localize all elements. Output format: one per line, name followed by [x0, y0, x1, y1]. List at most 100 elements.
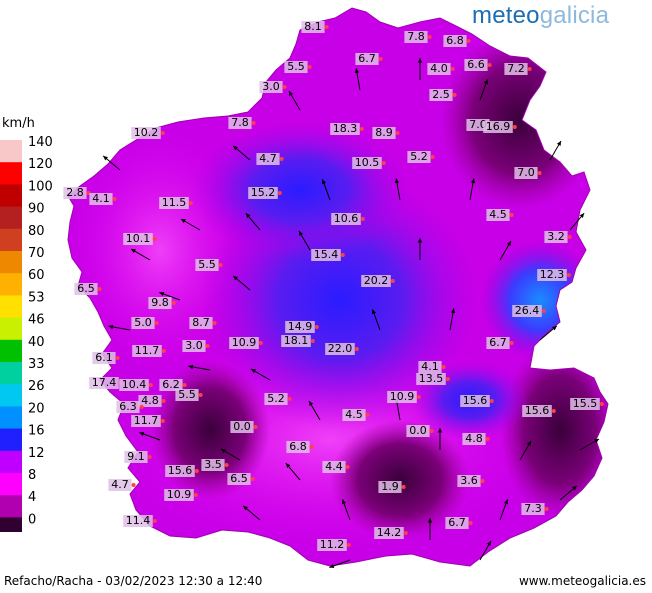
station-reading[interactable]: 8.1	[301, 20, 329, 33]
station-reading[interactable]: 15.2	[248, 186, 282, 199]
station-reading[interactable]: 11.2	[317, 538, 351, 551]
station-reading[interactable]: 9.8	[148, 296, 176, 309]
station-value-box	[281, 335, 311, 347]
station-reading[interactable]: 6.2	[159, 378, 187, 391]
station-reading[interactable]: 4.8	[138, 394, 166, 407]
legend-tick-label: 0	[28, 512, 36, 527]
station-reading[interactable]: 6.6	[464, 58, 492, 71]
station-reading[interactable]: 6.5	[74, 282, 102, 295]
station-reading[interactable]: 10.9	[229, 336, 263, 349]
station-value: 6.7	[448, 516, 466, 529]
station-reading[interactable]: 5.0	[131, 316, 159, 329]
station-reading[interactable]: 15.5	[570, 397, 604, 410]
station-reading[interactable]: 15.6	[522, 404, 556, 417]
station-reading[interactable]: 5.5	[195, 258, 223, 271]
station-reading[interactable]: 12.3	[537, 268, 571, 281]
station-reading[interactable]: 16.9	[483, 120, 517, 133]
station-reading[interactable]: 4.1	[89, 192, 117, 205]
station-reading[interactable]: 10.2	[131, 126, 165, 139]
station-reading[interactable]: 6.8	[443, 34, 471, 47]
station-reading[interactable]: 7.8	[404, 30, 432, 43]
station-reading[interactable]: 0.0	[230, 420, 258, 433]
station-reading[interactable]: 15.6	[460, 394, 494, 407]
station-reading[interactable]: 4.4	[322, 460, 350, 473]
station-reading[interactable]: 10.9	[387, 390, 421, 403]
station-reading[interactable]: 10.5	[352, 156, 386, 169]
station-reading[interactable]: 4.0	[427, 62, 455, 75]
station-reading[interactable]: 7.0	[514, 166, 542, 179]
station-reading[interactable]: 4.7	[108, 478, 136, 491]
station-reading[interactable]: 6.7	[355, 52, 383, 65]
station-reading[interactable]: 11.5	[159, 196, 193, 209]
station-marker	[487, 63, 492, 67]
station-reading[interactable]: 7.8	[228, 116, 256, 129]
station-reading[interactable]: 14.2	[374, 526, 408, 539]
station-reading[interactable]: 4.5	[486, 208, 514, 221]
station-reading[interactable]: 7.3	[521, 502, 549, 515]
station-reading[interactable]: 6.1	[92, 351, 120, 364]
station-reading[interactable]: 5.2	[264, 392, 292, 405]
station-reading[interactable]: 10.1	[123, 232, 157, 245]
station-reading[interactable]: 15.6	[165, 464, 199, 477]
station-reading[interactable]: 6.8	[286, 440, 314, 453]
station-reading[interactable]: 26.4	[512, 304, 546, 317]
station-reading[interactable]: 9.1	[124, 450, 152, 463]
station-reading[interactable]: 3.5	[201, 458, 229, 471]
logo-text-galicia: galicia	[539, 2, 610, 29]
website-link[interactable]: www.meteogalicia.es	[518, 574, 646, 588]
station-value-box	[378, 481, 402, 493]
station-reading[interactable]: 5.5	[175, 388, 203, 401]
legend-swatch	[0, 339, 22, 363]
station-reading[interactable]: 3.2	[544, 230, 572, 243]
station-value-box	[504, 63, 528, 75]
station-value: 17.4	[92, 376, 117, 389]
station-reading[interactable]: 22.0	[325, 342, 359, 355]
legend-swatch	[0, 251, 22, 274]
station-reading[interactable]: 18.1	[281, 334, 315, 347]
legend-unit: km/h	[2, 116, 35, 131]
station-reading[interactable]: 6.5	[227, 472, 255, 485]
station-reading[interactable]: 13.5	[416, 372, 450, 385]
station-marker	[198, 393, 203, 397]
station-reading[interactable]: 10.9	[164, 488, 198, 501]
station-reading[interactable]: 4.7	[256, 152, 284, 165]
station-reading[interactable]: 20.2	[361, 274, 395, 287]
station-reading[interactable]: 3.6	[457, 474, 485, 487]
station-marker	[160, 419, 165, 423]
station-value-box	[464, 59, 488, 71]
station-marker	[599, 402, 604, 406]
station-marker	[441, 365, 446, 369]
station-reading[interactable]: 10.6	[331, 212, 365, 225]
station-reading[interactable]: 6.7	[445, 516, 473, 529]
station-value: 3.0	[262, 80, 280, 93]
station-reading[interactable]: 11.7	[131, 414, 165, 427]
station-reading[interactable]: 5.5	[284, 60, 312, 73]
station-reading[interactable]: 14.9	[285, 320, 319, 333]
station-reading[interactable]: 10.4	[119, 378, 153, 391]
station-reading[interactable]: 0.0	[406, 424, 434, 437]
station-marker	[277, 191, 282, 195]
station-reading[interactable]: 11.4	[123, 514, 157, 527]
station-value: 8.9	[375, 126, 393, 139]
station-reading[interactable]: 4.5	[342, 408, 370, 421]
station-reading[interactable]: 3.0	[259, 80, 287, 93]
station-reading[interactable]: 5.2	[407, 150, 435, 163]
station-reading[interactable]: 4.1	[418, 360, 446, 373]
station-reading[interactable]: 3.0	[182, 339, 210, 352]
station-reading[interactable]: 15.4	[311, 248, 345, 261]
station-reading[interactable]: 2.8	[63, 186, 91, 199]
station-reading[interactable]: 4.8	[462, 432, 490, 445]
station-reading[interactable]: 8.7	[189, 316, 217, 329]
station-reading[interactable]: 11.7	[132, 344, 166, 357]
station-marker	[97, 287, 102, 291]
station-reading[interactable]: 18.3	[330, 122, 364, 135]
station-reading[interactable]: 1.9	[378, 480, 406, 493]
station-reading[interactable]: 2.5	[429, 88, 457, 101]
station-reading[interactable]: 6.3	[116, 400, 144, 413]
station-reading[interactable]: 17.4	[89, 376, 123, 389]
station-reading[interactable]: 6.7	[486, 336, 514, 349]
station-marker	[218, 263, 223, 267]
station-reading[interactable]: 8.9	[372, 126, 400, 139]
station-reading[interactable]: 7.2	[504, 62, 532, 75]
station-value-box	[460, 395, 490, 407]
